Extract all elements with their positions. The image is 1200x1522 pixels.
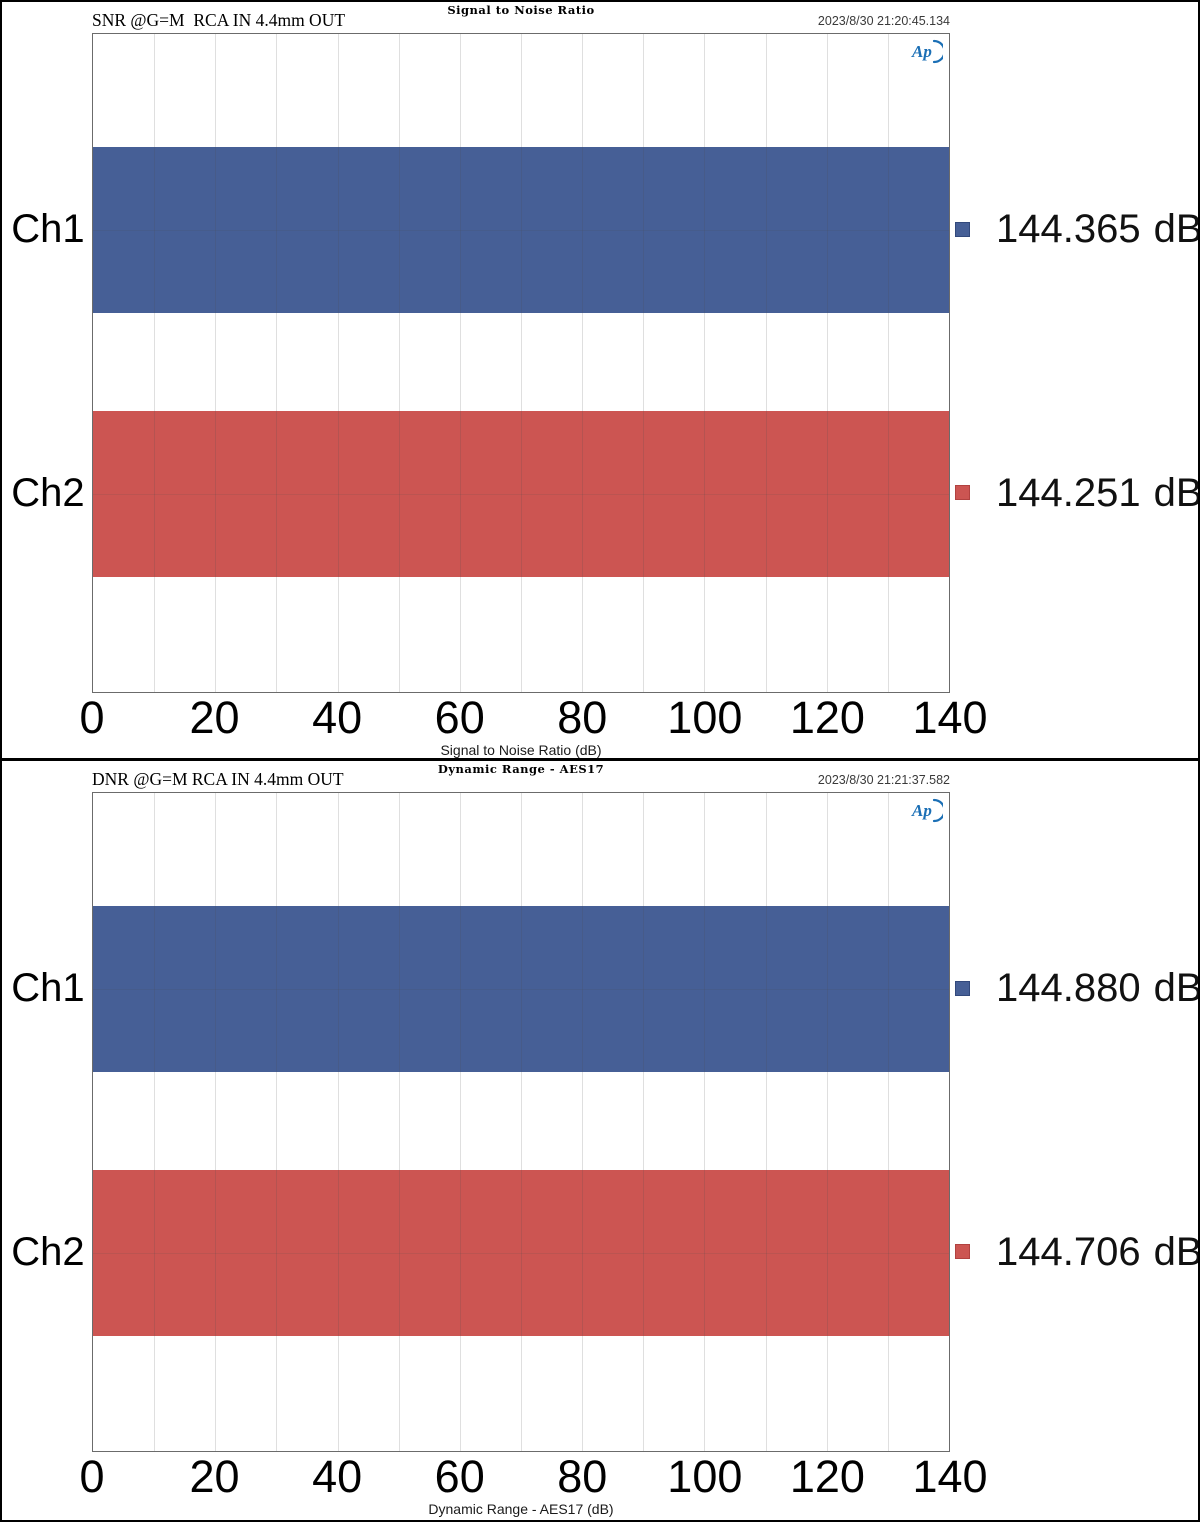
x-tick-80: 80	[557, 1451, 608, 1502]
vertical-gridline	[337, 793, 339, 1451]
vertical-gridline	[826, 34, 828, 692]
legend-value-unit: dB	[1153, 1229, 1200, 1274]
svg-text:Ap: Ap	[911, 801, 932, 820]
x-tick-80: 80	[557, 692, 608, 743]
measurement-label: DNR @G=M RCA IN 4.4mm OUT	[92, 769, 344, 789]
vertical-gridline	[582, 793, 584, 1451]
bar-ch2	[93, 410, 949, 577]
vertical-gridline	[704, 793, 706, 1451]
category-label-ch1: Ch1	[11, 207, 85, 251]
bar-ch1	[93, 906, 949, 1072]
vertical-gridline	[337, 34, 339, 692]
horizontal-gridline	[93, 989, 949, 990]
legend-value-ch2: 144.706 dB	[996, 1227, 1200, 1277]
vertical-gridline	[154, 34, 156, 692]
vertical-gridline	[398, 793, 400, 1451]
legend-swatch-ch2	[955, 485, 970, 500]
x-tick-20: 20	[189, 1451, 240, 1502]
legend-value-unit: dB	[1153, 470, 1200, 515]
x-tick-40: 40	[312, 1451, 363, 1502]
vertical-gridline	[276, 793, 278, 1451]
bar-ch2	[93, 1169, 949, 1336]
vertical-gridline	[643, 793, 645, 1451]
category-label-ch2: Ch2	[11, 470, 85, 515]
x-tick-60: 60	[434, 692, 485, 743]
measurement-label: SNR @G=M RCA IN 4.4mm OUT	[92, 10, 346, 30]
legend-value-ch1: 144.880 dB	[996, 963, 1200, 1013]
vertical-gridline	[215, 793, 217, 1451]
timestamp: 2023/8/30 21:21:37.582	[817, 773, 950, 787]
legend-value-number: 144.880	[996, 966, 1141, 1010]
vertical-gridline	[826, 793, 828, 1451]
vertical-gridline	[765, 793, 767, 1451]
legend-swatch-ch1	[955, 980, 970, 996]
category-label-ch1: Ch1	[11, 966, 85, 1010]
x-tick-140: 140	[912, 1451, 988, 1502]
x-tick-60: 60	[434, 1451, 485, 1502]
horizontal-gridline	[93, 230, 949, 231]
x-tick-20: 20	[189, 692, 240, 743]
legend-value-ch2: 144.251 dB	[996, 468, 1200, 518]
x-tick-140: 140	[912, 692, 988, 743]
vertical-gridline	[521, 34, 522, 692]
chart-title: Signal to Noise Ratio	[447, 3, 595, 17]
category-label-ch2: Ch2	[11, 1229, 85, 1274]
vertical-gridline	[765, 34, 767, 692]
plot-area: Ap	[92, 792, 950, 1452]
chart-panel-snr: Signal to Noise Ratio SNR @G=M RCA IN 4.…	[2, 2, 1198, 761]
x-tick-100: 100	[667, 692, 743, 743]
vertical-gridline	[887, 34, 889, 692]
legend-value-number: 144.365	[996, 207, 1141, 251]
chart-title: Dynamic Range - AES17	[437, 762, 605, 776]
vertical-gridline	[521, 793, 522, 1451]
legend-value-ch1: 144.365 dB	[996, 204, 1200, 254]
vertical-gridline	[459, 34, 461, 692]
svg-text:Ap: Ap	[911, 42, 932, 61]
x-tick-0: 0	[79, 1451, 105, 1502]
legend-value-number: 144.706	[996, 1229, 1141, 1274]
horizontal-gridline	[93, 493, 949, 495]
chart-panel-dnr: Dynamic Range - AES17 DNR @G=M RCA IN 4.…	[2, 761, 1198, 1520]
ap-logo-icon: Ap	[911, 797, 946, 830]
legend-value-number: 144.251	[996, 470, 1141, 515]
vertical-gridline	[276, 34, 278, 692]
vertical-gridline	[887, 793, 889, 1451]
x-tick-120: 120	[789, 692, 865, 743]
vertical-gridline	[582, 34, 584, 692]
legend-value-unit: dB	[1153, 966, 1200, 1010]
x-tick-0: 0	[79, 692, 105, 743]
x-axis-label: Dynamic Range - AES17 (dB)	[428, 1501, 614, 1517]
vertical-gridline	[215, 34, 217, 692]
ap-logo-icon: Ap	[911, 38, 946, 71]
bar-ch1	[93, 147, 949, 313]
horizontal-gridline	[93, 1252, 949, 1254]
vertical-gridline	[154, 793, 156, 1451]
legend-swatch-ch1	[955, 221, 970, 237]
legend-swatch-ch2	[955, 1244, 970, 1259]
vertical-gridline	[643, 34, 645, 692]
plot-area: Ap	[92, 33, 950, 693]
x-axis-label: Signal to Noise Ratio (dB)	[440, 742, 602, 758]
vertical-gridline	[459, 793, 461, 1451]
vertical-gridline	[704, 34, 706, 692]
x-tick-40: 40	[312, 692, 363, 743]
vertical-gridline	[398, 34, 400, 692]
x-tick-100: 100	[667, 1451, 743, 1502]
x-tick-120: 120	[789, 1451, 865, 1502]
legend-value-unit: dB	[1153, 207, 1200, 251]
timestamp: 2023/8/30 21:20:45.134	[817, 14, 950, 28]
